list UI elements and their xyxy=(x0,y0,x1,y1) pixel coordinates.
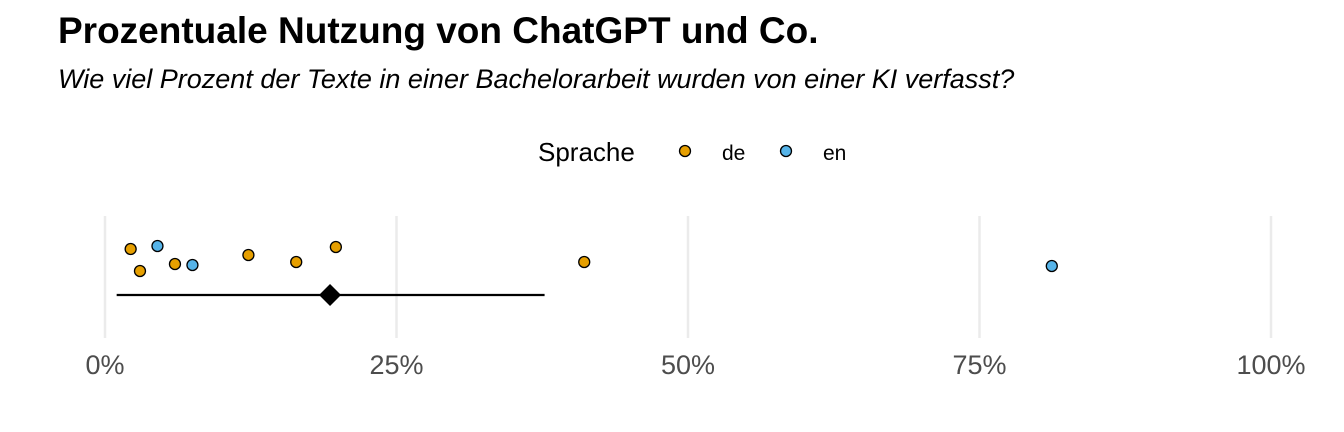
point-de-2 xyxy=(168,257,182,271)
mean-diamond xyxy=(319,284,342,306)
legend: Sprache de en xyxy=(538,137,846,167)
x-tick-label-50: 50% xyxy=(661,350,715,380)
legend-title: Sprache xyxy=(538,137,635,167)
summary-interval xyxy=(116,284,545,306)
point-en-1 xyxy=(186,258,199,272)
point-de-3 xyxy=(242,248,255,262)
x-axis-ticks: 0% 25% 50% 75% 100% xyxy=(85,350,1305,380)
legend-label-de: de xyxy=(722,142,745,165)
point-de-4 xyxy=(290,255,303,269)
x-tick-label-25: 25% xyxy=(369,350,423,380)
data-points xyxy=(124,239,1058,278)
chart-subtitle: Wie viel Prozent der Texte in einer Bach… xyxy=(58,64,1015,94)
chart-title: Prozentuale Nutzung von ChatGPT und Co. xyxy=(58,10,819,51)
point-de-6 xyxy=(578,255,591,269)
x-tick-label-75: 75% xyxy=(952,350,1006,380)
x-tick-label-0: 0% xyxy=(85,350,124,380)
legend-swatch-de xyxy=(678,144,692,158)
x-tick-label-100: 100% xyxy=(1236,350,1305,380)
point-de-1 xyxy=(133,264,147,278)
point-de-0 xyxy=(124,242,137,256)
grid xyxy=(103,216,1273,338)
legend-label-en: en xyxy=(823,142,846,165)
point-de-5 xyxy=(329,240,343,254)
legend-swatch-en xyxy=(779,144,793,158)
point-en-0 xyxy=(151,239,164,253)
point-en-2 xyxy=(1045,259,1058,273)
